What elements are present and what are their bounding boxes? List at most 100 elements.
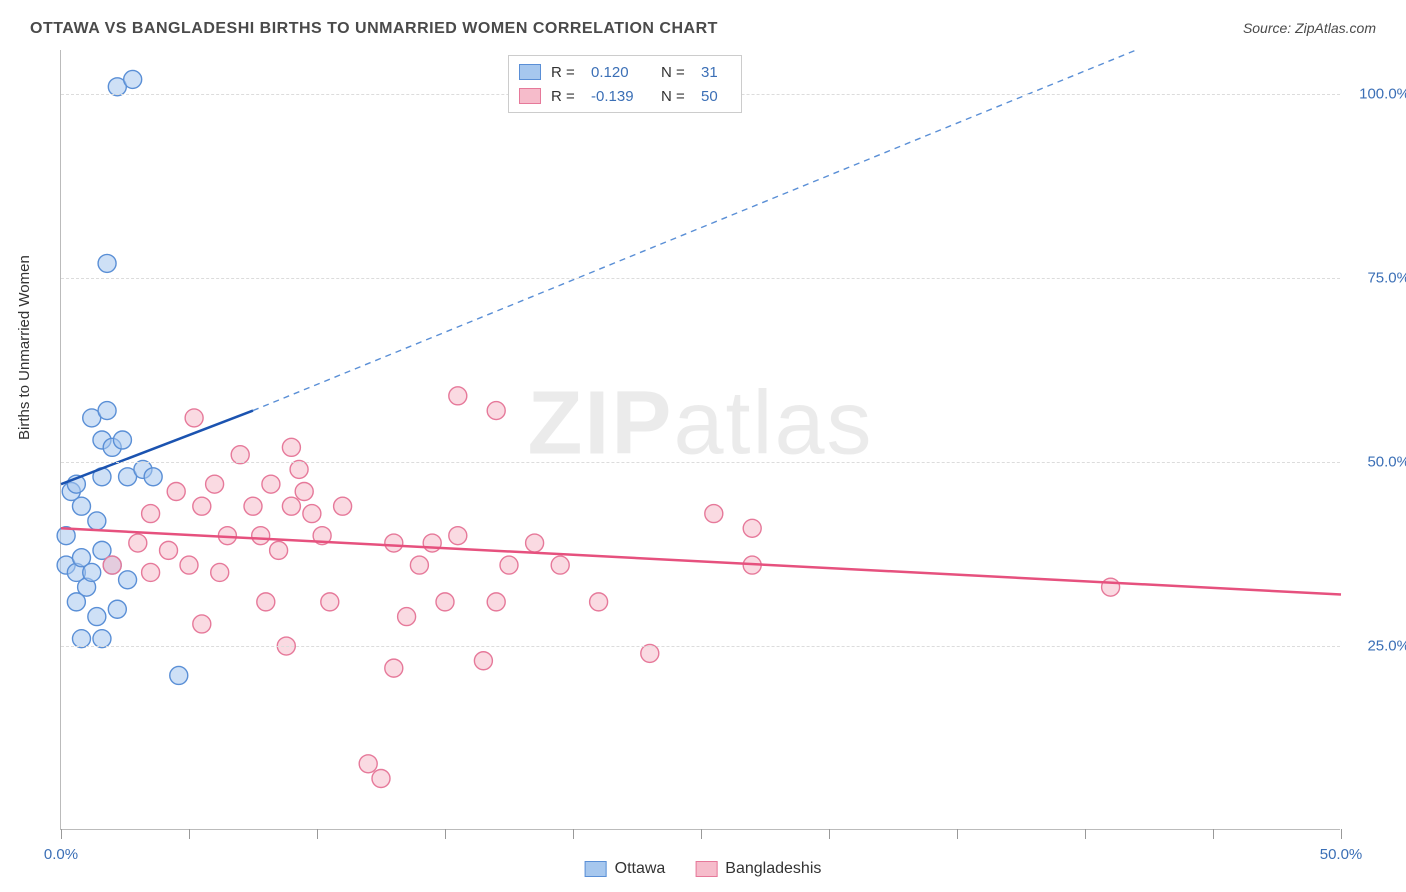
legend-r-label: R = — [551, 88, 581, 105]
source-prefix: Source: — [1243, 20, 1295, 36]
data-point — [211, 563, 229, 581]
legend-n-value: 50 — [701, 88, 731, 105]
x-tick — [1341, 829, 1342, 839]
legend-n-label: N = — [661, 88, 691, 105]
data-point — [252, 527, 270, 545]
legend-swatch — [695, 861, 717, 877]
data-point — [1102, 578, 1120, 596]
data-point — [180, 556, 198, 574]
data-point — [282, 438, 300, 456]
legend-series-label: Ottawa — [615, 860, 666, 878]
data-point — [551, 556, 569, 574]
data-point — [129, 534, 147, 552]
data-point — [526, 534, 544, 552]
data-point — [244, 497, 262, 515]
data-point — [743, 519, 761, 537]
y-tick-label: 75.0% — [1367, 270, 1406, 287]
x-tick-label: 0.0% — [44, 846, 78, 863]
x-tick — [445, 829, 446, 839]
data-point — [142, 563, 160, 581]
x-tick — [189, 829, 190, 839]
data-point — [436, 593, 454, 611]
data-point — [113, 431, 131, 449]
data-point — [98, 254, 116, 272]
data-point — [193, 615, 211, 633]
data-point — [295, 483, 313, 501]
legend-n-value: 31 — [701, 64, 731, 81]
data-point — [170, 666, 188, 684]
data-point — [270, 541, 288, 559]
chart-svg — [61, 50, 1340, 829]
data-point — [398, 608, 416, 626]
data-point — [206, 475, 224, 493]
data-point — [72, 630, 90, 648]
data-point — [590, 593, 608, 611]
data-point — [124, 70, 142, 88]
data-point — [290, 460, 308, 478]
chart-root: OTTAWA VS BANGLADESHI BIRTHS TO UNMARRIE… — [0, 0, 1406, 892]
legend-swatch — [519, 88, 541, 104]
x-tick — [829, 829, 830, 839]
data-point — [142, 505, 160, 523]
legend-stats-row: R =0.120N =31 — [519, 60, 731, 84]
data-point — [321, 593, 339, 611]
source-label: Source: ZipAtlas.com — [1243, 20, 1376, 36]
gridline-h — [61, 462, 1340, 463]
data-point — [449, 387, 467, 405]
data-point — [410, 556, 428, 574]
data-point — [167, 483, 185, 501]
y-tick-label: 25.0% — [1367, 638, 1406, 655]
data-point — [282, 497, 300, 515]
x-tick — [61, 829, 62, 839]
data-point — [88, 512, 106, 530]
gridline-h — [61, 278, 1340, 279]
data-point — [705, 505, 723, 523]
plot-area: ZIPatlas 25.0%50.0%75.0%100.0%0.0%50.0% — [60, 50, 1340, 830]
x-tick — [701, 829, 702, 839]
source-value: ZipAtlas.com — [1295, 20, 1376, 36]
data-point — [185, 409, 203, 427]
data-point — [103, 556, 121, 574]
legend-n-label: N = — [661, 64, 691, 81]
gridline-h — [61, 646, 1340, 647]
x-tick — [317, 829, 318, 839]
data-point — [83, 563, 101, 581]
legend-r-label: R = — [551, 64, 581, 81]
data-point — [449, 527, 467, 545]
legend-stats-row: R =-0.139N =50 — [519, 84, 731, 108]
data-point — [262, 475, 280, 493]
legend-series-item: Bangladeshis — [695, 860, 821, 878]
data-point — [193, 497, 211, 515]
data-point — [67, 593, 85, 611]
chart-title: OTTAWA VS BANGLADESHI BIRTHS TO UNMARRIE… — [30, 20, 718, 38]
data-point — [474, 652, 492, 670]
data-point — [119, 571, 137, 589]
data-point — [108, 600, 126, 618]
data-point — [93, 630, 111, 648]
data-point — [423, 534, 441, 552]
data-point — [385, 534, 403, 552]
y-tick-label: 100.0% — [1359, 86, 1406, 103]
data-point — [257, 593, 275, 611]
data-point — [88, 608, 106, 626]
data-point — [385, 659, 403, 677]
x-tick — [957, 829, 958, 839]
x-tick-label: 50.0% — [1320, 846, 1363, 863]
data-point — [500, 556, 518, 574]
legend-stats: R =0.120N =31R =-0.139N =50 — [508, 55, 742, 113]
data-point — [231, 446, 249, 464]
data-point — [160, 541, 178, 559]
data-point — [144, 468, 162, 486]
x-tick — [1213, 829, 1214, 839]
legend-series-label: Bangladeshis — [725, 860, 821, 878]
data-point — [98, 402, 116, 420]
legend-swatch — [585, 861, 607, 877]
legend-series: Ottawa Bangladeshis — [585, 860, 822, 878]
y-tick-label: 50.0% — [1367, 454, 1406, 471]
y-axis-label: Births to Unmarried Women — [16, 255, 33, 440]
data-point — [359, 755, 377, 773]
data-point — [372, 769, 390, 787]
data-point — [334, 497, 352, 515]
x-tick — [573, 829, 574, 839]
data-point — [72, 497, 90, 515]
